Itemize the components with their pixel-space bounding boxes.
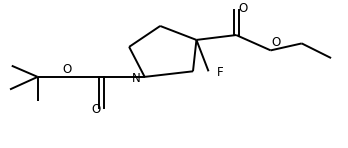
Text: O: O bbox=[238, 2, 248, 15]
Text: O: O bbox=[271, 36, 280, 49]
Text: O: O bbox=[63, 63, 72, 76]
Text: O: O bbox=[91, 103, 100, 116]
Text: F: F bbox=[216, 66, 223, 79]
Text: N: N bbox=[132, 72, 141, 85]
